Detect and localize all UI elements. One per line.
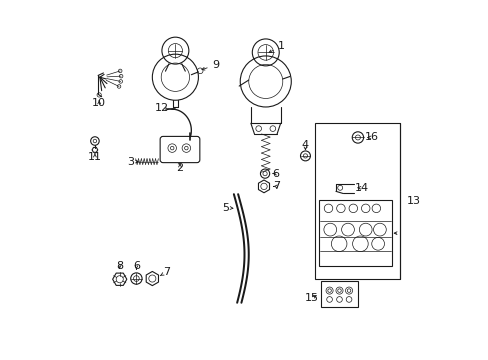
Text: 6: 6 [133,261,140,271]
Text: 7: 7 [272,181,280,192]
Text: 10: 10 [92,98,106,108]
Text: 3: 3 [127,157,138,167]
Text: 12: 12 [155,103,169,113]
Text: 9: 9 [202,60,219,70]
Text: 11: 11 [88,152,102,162]
Text: 7: 7 [160,267,170,277]
Text: 5: 5 [222,203,232,213]
Text: 15: 15 [304,293,318,303]
Text: 8: 8 [116,261,123,271]
Text: 14: 14 [354,183,368,193]
Text: 4: 4 [301,140,308,150]
Text: 16: 16 [364,132,378,143]
Text: 6: 6 [272,168,279,179]
Text: 1: 1 [268,41,285,53]
Bar [315,123,400,279]
Text: 13: 13 [406,196,420,206]
Text: 2: 2 [176,163,183,172]
